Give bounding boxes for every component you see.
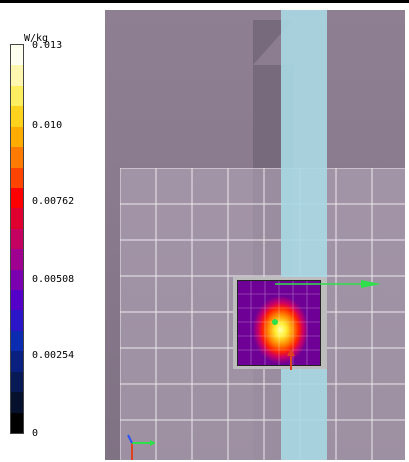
- peak-marker: [272, 319, 278, 325]
- top-rule: [0, 0, 409, 3]
- colorbar-segment: [11, 290, 23, 311]
- tick-label-000762: 0.00762: [32, 196, 75, 207]
- tick-label-000254: 0.00254: [32, 350, 75, 361]
- colorbar-segment: [11, 310, 23, 331]
- orientation-arrows: [272, 280, 381, 370]
- colorbar-segment: [11, 330, 23, 352]
- colorbar-segment: [11, 269, 23, 291]
- phantom-pillar-light: [281, 10, 327, 460]
- tick-label-zero: 0: [32, 428, 39, 439]
- x-axis-arrow-head: [361, 280, 381, 288]
- axis-triad-icon: [127, 434, 156, 460]
- colorbar-segment: [11, 228, 23, 250]
- sar-heatmap[interactable]: [237, 280, 321, 366]
- 3d-viewport[interactable]: [105, 10, 405, 460]
- colorbar-segment: [11, 85, 23, 107]
- colorbar-segment: [11, 187, 23, 209]
- colorbar-segment: [11, 371, 23, 393]
- tick-label-000508: 0.00508: [32, 274, 75, 285]
- sar-heatmap-grid: [237, 280, 321, 366]
- colorbar: [10, 44, 24, 434]
- colorbar-segment: [11, 392, 23, 413]
- tick-label-0010: 0.010: [32, 120, 63, 131]
- colorbar-segment: [11, 249, 23, 270]
- unit-label: W/kg: [24, 33, 49, 44]
- colorbar-segment: [11, 147, 23, 168]
- colorbar-segment: [11, 126, 23, 148]
- colorbar-segment: [11, 106, 23, 127]
- colorbar-segment: [11, 45, 23, 66]
- colorbar-segment: [11, 167, 23, 188]
- colorbar-segment: [11, 208, 23, 229]
- tick-label-max: 0.013: [32, 40, 63, 51]
- colorbar-legend: W/kg 0.013 0.010 0.00762 0.00508 0.00254…: [0, 0, 105, 462]
- colorbar-segment: [11, 351, 23, 372]
- z-axis-arrow-head: [287, 348, 295, 356]
- measurement-gridlines: [120, 168, 405, 460]
- colorbar-segment: [11, 412, 23, 434]
- colorbar-segment: [11, 65, 23, 86]
